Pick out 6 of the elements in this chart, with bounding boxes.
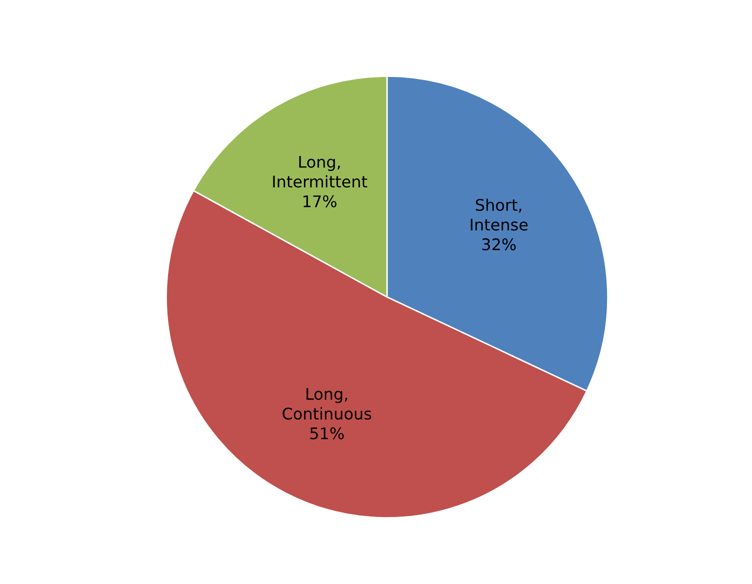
slice-label: Short, Intense <box>470 198 528 231</box>
data-label: 17% <box>304 195 336 208</box>
data-label: 51% <box>310 427 344 440</box>
data-label: 32% <box>482 238 516 250</box>
slice-label: Long, Continuous <box>282 388 372 420</box>
slice-label: Long, Intermittent <box>273 156 368 188</box>
